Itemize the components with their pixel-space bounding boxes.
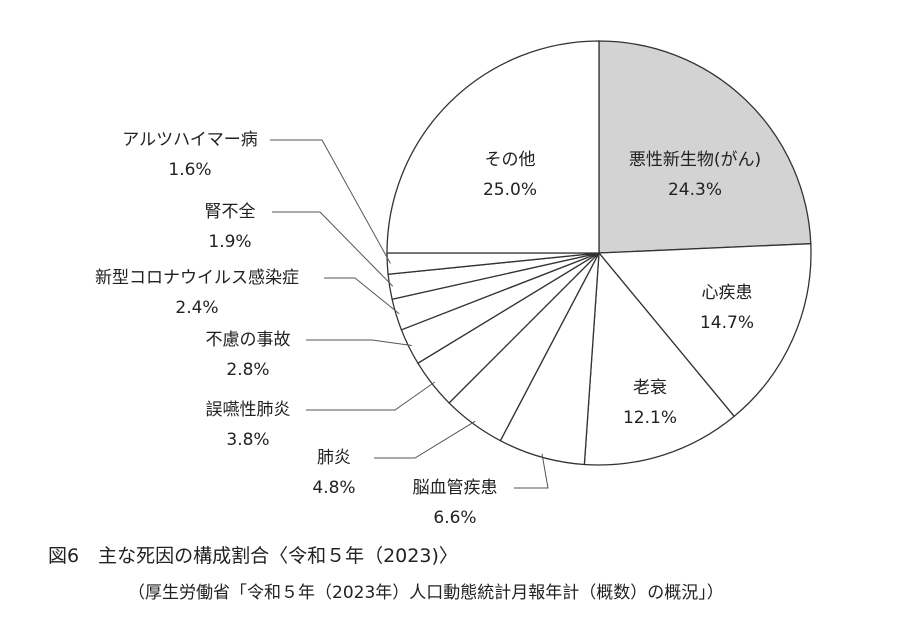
leader-line <box>374 420 476 459</box>
chart-source: （厚生労働省「令和５年（2023年）人口動態統計月報年計（概数）の概況」） <box>128 583 724 603</box>
slice-label: 誤嚥性肺炎 3.8% <box>98 395 398 455</box>
leader-line <box>272 211 394 287</box>
slice-name: 腎不全 <box>204 202 256 222</box>
slice-name: 脳血管疾患 <box>412 478 498 498</box>
leader-line <box>270 139 391 264</box>
slice-name: 肺炎 <box>317 448 351 468</box>
slice-label: 悪性新生物(がん) 24.3% <box>545 145 845 205</box>
chart-title: 図6 主な死因の構成割合〈令和５年（2023)〉 <box>48 545 458 567</box>
slice-label: 心疾患 14.7% <box>577 278 877 338</box>
pie-slice <box>598 40 812 254</box>
leader-line <box>306 339 412 346</box>
pie-slice <box>583 251 736 466</box>
slice-value: 2.4% <box>175 298 219 318</box>
leader-line <box>324 277 400 315</box>
leader-line <box>306 381 436 411</box>
slice-label: 肺炎 4.8% <box>184 443 484 503</box>
slice-value: 12.1% <box>622 408 677 428</box>
slice-label: 脳血管疾患 6.6% <box>305 473 605 533</box>
slice-name: アルツハイマー病 <box>122 130 258 150</box>
slice-value: 6.6% <box>433 508 477 528</box>
slice-value: 3.8% <box>226 430 270 450</box>
slice-label: アルツハイマー病 1.6% <box>40 125 340 185</box>
slice-value: 25.0% <box>482 180 537 200</box>
slice-label: その他 25.0% <box>360 145 660 205</box>
slice-label: 不慮の事故 2.8% <box>98 325 398 385</box>
slice-name: 心疾患 <box>701 283 753 303</box>
slice-name: その他 <box>484 150 536 170</box>
slice-value: 1.6% <box>168 160 212 180</box>
slice-label: 腎不全 1.9% <box>80 197 380 257</box>
slice-label: 新型コロナウイルス感染症 2.4% <box>47 263 347 323</box>
pie-slice <box>386 40 600 254</box>
slice-value: 2.8% <box>226 360 270 380</box>
slice-value: 4.8% <box>312 478 356 498</box>
slice-name: 不慮の事故 <box>205 330 291 350</box>
slice-value: 24.3% <box>667 180 722 200</box>
slice-name: 誤嚥性肺炎 <box>205 400 291 420</box>
leader-line <box>514 453 549 489</box>
pie-slice <box>597 243 812 418</box>
slice-name: 悪性新生物(がん) <box>628 150 762 170</box>
slice-name: 老衰 <box>633 378 667 398</box>
slice-value: 14.7% <box>699 313 754 333</box>
slice-name: 新型コロナウイルス感染症 <box>95 268 299 288</box>
slice-label: 老衰 12.1% <box>500 373 800 433</box>
slice-value: 1.9% <box>208 232 252 252</box>
